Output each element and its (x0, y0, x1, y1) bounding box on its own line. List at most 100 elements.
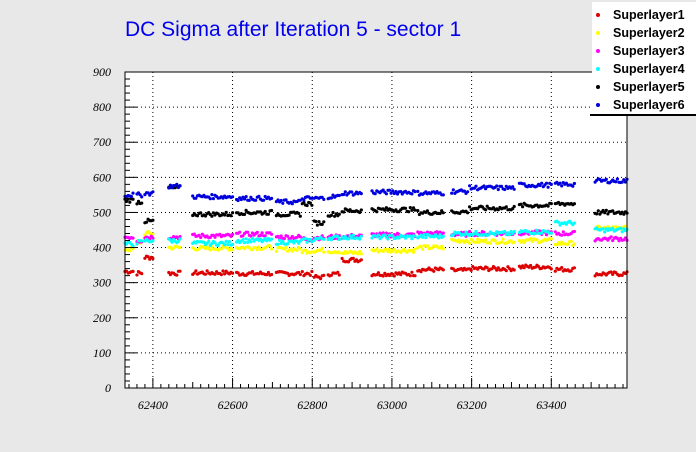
point-Superlayer2 (387, 247, 392, 251)
point-Superlayer6 (462, 189, 466, 193)
series-Superlayer6 (123, 177, 629, 206)
point-Superlayer4 (241, 238, 245, 242)
point-Superlayer3 (178, 235, 182, 239)
point-Superlayer5 (229, 214, 233, 218)
point-Superlayer4 (303, 237, 308, 241)
point-Superlayer1 (351, 256, 355, 260)
point-Superlayer2 (522, 240, 526, 245)
point-Superlayer3 (441, 231, 445, 235)
point-Superlayer6 (540, 181, 544, 185)
point-Superlayer4 (135, 242, 139, 246)
point-Superlayer1 (236, 271, 240, 275)
point-Superlayer5 (231, 211, 235, 215)
point-Superlayer2 (623, 224, 628, 228)
point-Superlayer2 (219, 247, 223, 251)
point-Superlayer5 (504, 205, 508, 209)
point-Superlayer1 (175, 273, 179, 277)
point-Superlayer1 (192, 271, 196, 275)
point-Superlayer2 (290, 249, 294, 253)
point-Superlayer6 (359, 192, 363, 196)
data-points (123, 177, 629, 281)
point-Superlayer6 (572, 181, 577, 186)
point-Superlayer2 (128, 249, 132, 253)
point-Superlayer6 (451, 188, 455, 192)
point-Superlayer1 (381, 274, 385, 278)
point-Superlayer4 (231, 242, 235, 247)
point-Superlayer2 (493, 239, 497, 243)
legend-marker-Superlayer1 (596, 13, 600, 17)
point-Superlayer5 (337, 212, 341, 216)
point-Superlayer1 (203, 272, 208, 276)
point-Superlayer3 (279, 234, 283, 238)
point-Superlayer5 (331, 210, 335, 215)
y-tick-label-9: 900 (93, 65, 111, 79)
point-Superlayer6 (337, 193, 341, 198)
point-Superlayer6 (129, 194, 133, 199)
y-tick-label-7: 700 (93, 135, 111, 149)
point-Superlayer6 (236, 198, 240, 203)
point-Superlayer6 (281, 201, 285, 205)
point-Superlayer5 (333, 214, 337, 218)
point-Superlayer5 (512, 204, 516, 209)
point-Superlayer1 (221, 269, 225, 273)
point-Superlayer4 (386, 237, 390, 241)
point-Superlayer6 (468, 184, 472, 188)
point-Superlayer4 (249, 240, 253, 244)
point-Superlayer2 (178, 245, 182, 249)
point-Superlayer1 (495, 268, 499, 272)
point-Superlayer3 (522, 232, 526, 236)
point-Superlayer2 (289, 247, 293, 251)
point-Superlayer2 (255, 248, 259, 252)
point-Superlayer5 (305, 203, 309, 208)
point-Superlayer4 (263, 236, 267, 241)
point-Superlayer1 (572, 266, 577, 270)
point-Superlayer6 (558, 181, 562, 185)
point-Superlayer5 (611, 209, 615, 213)
point-Superlayer6 (370, 189, 374, 193)
point-Superlayer5 (287, 213, 291, 217)
point-Superlayer1 (359, 258, 363, 262)
point-Superlayer5 (603, 211, 607, 215)
point-Superlayer3 (286, 234, 290, 238)
point-Superlayer4 (441, 234, 445, 238)
point-Superlayer6 (391, 189, 395, 193)
point-Superlayer2 (419, 244, 423, 248)
point-Superlayer6 (394, 190, 398, 194)
point-Superlayer5 (596, 209, 600, 213)
point-Superlayer4 (350, 236, 354, 240)
point-Superlayer2 (512, 240, 516, 244)
point-Superlayer5 (320, 222, 324, 226)
point-Superlayer6 (615, 177, 620, 181)
point-Superlayer1 (322, 273, 326, 277)
point-Superlayer1 (560, 266, 564, 270)
point-Superlayer1 (553, 269, 557, 273)
point-Superlayer3 (553, 230, 557, 234)
point-Superlayer4 (556, 220, 561, 224)
point-Superlayer4 (224, 239, 228, 243)
point-Superlayer4 (223, 243, 227, 247)
y-tick-label-0: 0 (105, 381, 111, 395)
point-Superlayer5 (358, 210, 362, 215)
point-Superlayer4 (140, 239, 144, 243)
point-Superlayer6 (416, 189, 420, 193)
point-Superlayer1 (319, 277, 323, 281)
point-Superlayer5 (521, 205, 525, 209)
point-Superlayer1 (336, 270, 340, 274)
point-Superlayer2 (569, 239, 573, 243)
point-Superlayer2 (476, 237, 480, 241)
point-Superlayer2 (358, 250, 362, 254)
legend-label-Superlayer5: Superlayer5 (613, 80, 685, 94)
point-Superlayer3 (255, 230, 259, 234)
point-Superlayer4 (279, 241, 283, 245)
point-Superlayer4 (336, 234, 340, 239)
point-Superlayer1 (413, 274, 417, 278)
point-Superlayer2 (231, 248, 235, 252)
point-Superlayer6 (231, 195, 235, 199)
point-Superlayer6 (302, 198, 306, 202)
point-Superlayer2 (488, 241, 492, 245)
point-Superlayer5 (266, 212, 270, 216)
point-Superlayer4 (503, 229, 507, 234)
point-Superlayer4 (202, 240, 206, 244)
point-Superlayer1 (329, 273, 333, 277)
point-Superlayer4 (438, 233, 442, 237)
